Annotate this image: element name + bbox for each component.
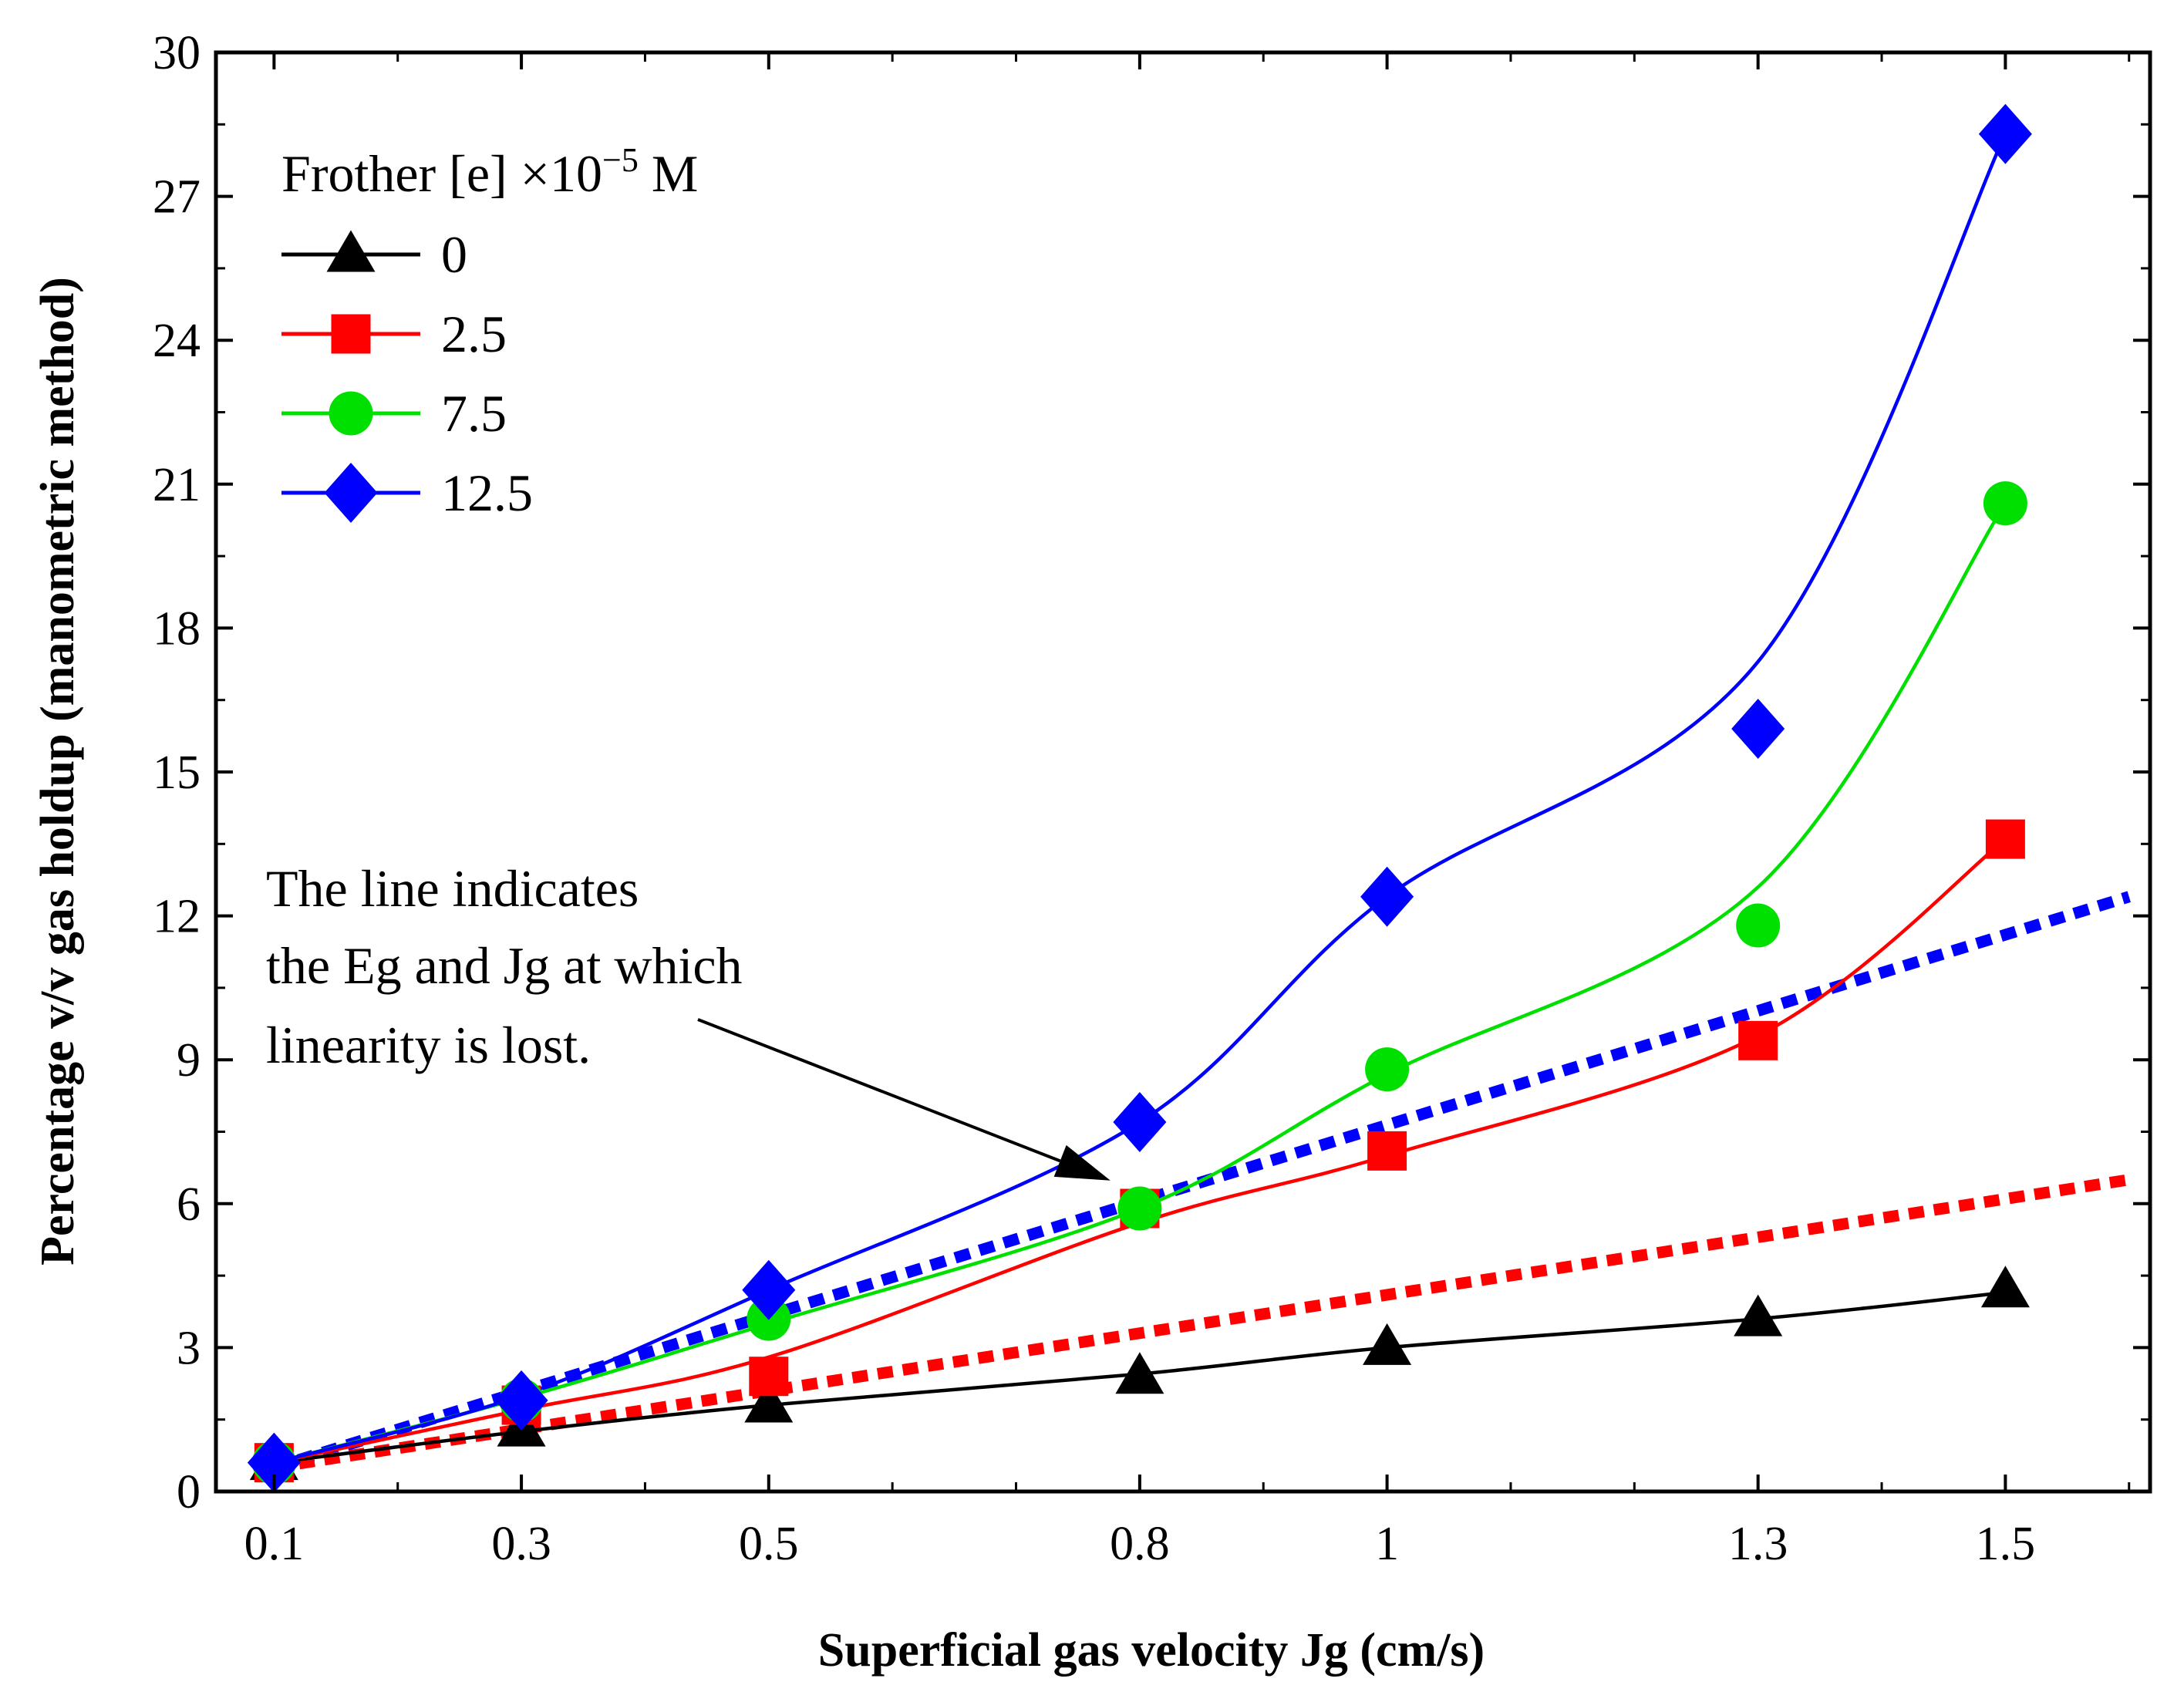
legend-label-7.5: 7.5 xyxy=(441,384,507,443)
data-point-series-0 xyxy=(1980,1266,2030,1308)
y-axis-title: Percentage v/v gas holdup (manometric me… xyxy=(32,277,84,1266)
data-point-series-12.5 xyxy=(247,1432,301,1493)
x-tick-label: 1.5 xyxy=(1976,1518,2036,1570)
data-point-series-7.5 xyxy=(1736,903,1781,948)
legend-marker-0 xyxy=(326,230,376,272)
annotation-arrowhead xyxy=(1053,1144,1111,1181)
legend-title-prefix: Frother [e] ×10 xyxy=(281,144,602,203)
legend-label-12.5: 12.5 xyxy=(441,463,533,522)
legend-marker-7.5 xyxy=(329,391,373,436)
x-tick-label: 1.3 xyxy=(1728,1518,1788,1570)
data-point-series-7.5 xyxy=(1365,1047,1410,1092)
legend-title: Frother [e] ×10−5 M xyxy=(281,141,698,203)
y-tick-label: 27 xyxy=(153,171,201,224)
data-point-series-0 xyxy=(1734,1294,1783,1336)
data-point-series-12.5 xyxy=(742,1259,796,1320)
y-tick-label: 15 xyxy=(153,747,201,799)
reference-line-1 xyxy=(273,1174,2130,1474)
data-point-series-12.5 xyxy=(1731,699,1785,760)
data-point-series-2.5 xyxy=(1985,819,2025,859)
fit-curves xyxy=(273,133,2007,1464)
x-tick-label: 1 xyxy=(1375,1518,1399,1570)
y-tick-label: 24 xyxy=(153,315,201,367)
data-point-series-12.5 xyxy=(1113,1092,1167,1153)
y-tick-label: 3 xyxy=(177,1322,201,1374)
y-tick-label: 9 xyxy=(177,1034,201,1087)
fit-curve-3 xyxy=(273,133,2007,1464)
legend-label-2.5: 2.5 xyxy=(441,305,507,363)
data-point-series-12.5 xyxy=(1978,103,2032,164)
y-tick-label: 0 xyxy=(177,1466,201,1518)
annotation-arrow xyxy=(697,1018,1061,1163)
legend-marker-12.5 xyxy=(324,463,378,523)
data-markers xyxy=(247,103,2032,1493)
legend: Frother [e] ×10−5 M 0 2.5 7.5 12.5 xyxy=(281,141,698,523)
data-point-series-7.5 xyxy=(1983,481,2027,526)
y-tick-label: 21 xyxy=(153,459,201,511)
y-tick-label: 6 xyxy=(177,1178,201,1231)
data-point-series-12.5 xyxy=(1360,866,1414,927)
data-point-series-2.5 xyxy=(1738,1020,1778,1060)
x-axis-title: Superficial gas velocity Jg (cm/s) xyxy=(818,1624,1485,1677)
annotation-line-3: linearity is lost. xyxy=(266,1016,591,1074)
x-axis: 0.1 0.3 0.5 0.8 1 1.3 1.5 xyxy=(244,52,2131,1570)
data-point-series-12.5 xyxy=(494,1370,548,1431)
plot-frame xyxy=(214,50,2152,1494)
fit-curve-2 xyxy=(273,502,2007,1464)
x-tick-label: 0.8 xyxy=(1110,1518,1170,1570)
data-point-series-2.5 xyxy=(749,1357,789,1397)
y-axis: 0 3 6 9 12 15 18 21 24 27 30 xyxy=(153,27,2150,1518)
x-tick-label: 0.5 xyxy=(739,1518,799,1570)
legend-title-suffix: M xyxy=(639,144,698,203)
annotation-line-2: the Eg and Jg at which xyxy=(266,936,743,995)
data-point-series-0 xyxy=(1363,1323,1412,1365)
x-tick-label: 0.3 xyxy=(491,1518,551,1570)
y-tick-label: 30 xyxy=(153,27,201,79)
data-point-series-7.5 xyxy=(1117,1186,1162,1231)
annotation: The line indicates the Eg and Jg at whic… xyxy=(266,859,1111,1181)
y-tick-label: 12 xyxy=(153,891,201,943)
x-tick-label: 0.1 xyxy=(244,1518,305,1570)
y-tick-label: 18 xyxy=(153,602,201,655)
data-point-series-0 xyxy=(744,1380,794,1423)
annotation-line-1: The line indicates xyxy=(266,859,639,918)
data-point-series-0 xyxy=(1115,1352,1164,1394)
legend-title-exponent: −5 xyxy=(602,141,639,179)
data-point-series-2.5 xyxy=(1367,1131,1407,1171)
legend-label-0: 0 xyxy=(441,225,467,284)
legend-marker-2.5 xyxy=(331,314,371,354)
